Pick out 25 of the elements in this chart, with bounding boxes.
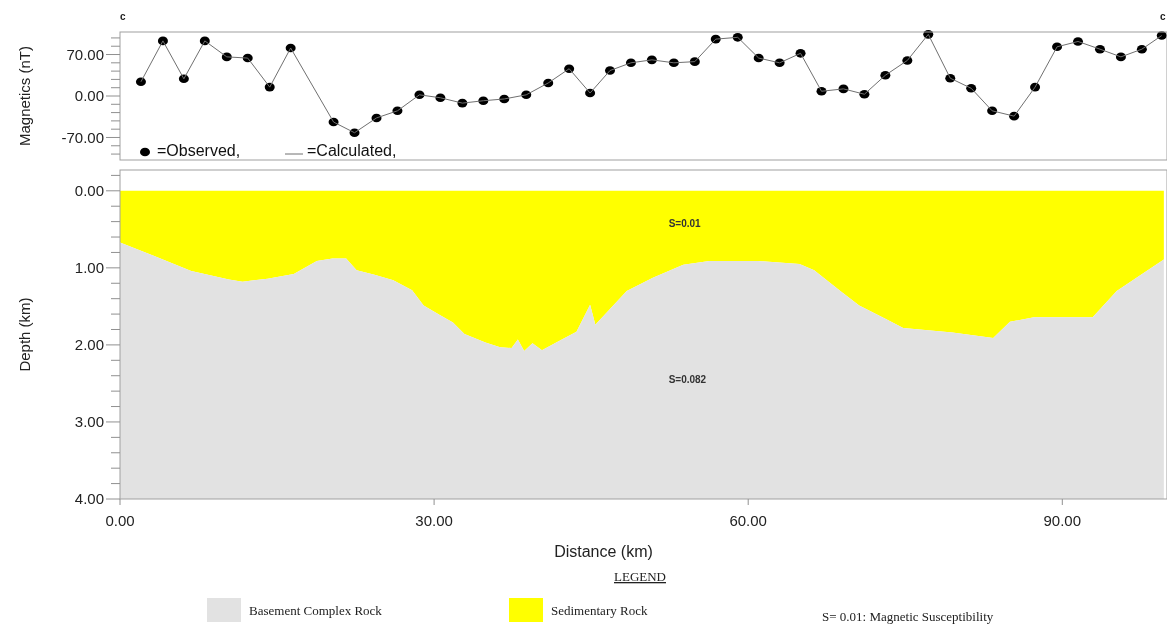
x-tick-label: 0.00 [105,512,135,529]
y-tick-label: 2.00 [74,336,104,354]
y-tick-label: 0.00 [74,87,104,105]
legend-label: =Calculated, [307,141,397,159]
y-tick-label: 4.00 [74,490,104,508]
legend-label: =Observed, [157,141,241,159]
text: S= 0.01: Magnetic Susceptibility [822,609,994,624]
x-tick-label: 90.00 [1043,512,1082,529]
x-tick-label: 60.00 [729,512,767,529]
annotation: S=0.01 [668,218,702,230]
legend-label: Sedimentary Rock [551,602,648,618]
y-tick-label: 1.00 [74,259,104,277]
y-axis-title: Magnetics (nT) [16,45,33,147]
x-axis-title: Distance (km) [554,543,653,560]
text: c [1160,11,1166,22]
y-tick-label: 3.00 [74,413,104,431]
y-tick-label: -70.00 [61,128,104,146]
x-tick-label: 30.00 [415,512,453,529]
legend-label: Basement Complex Rock [249,602,383,618]
annotation: S=0.082 [668,374,707,386]
y-tick-label: 0.00 [74,182,104,200]
legend-title: LEGEND [614,569,666,584]
y-axis-title: Depth (km) [16,297,33,372]
text: c [120,11,126,22]
y-tick-label: 70.00 [66,45,104,63]
